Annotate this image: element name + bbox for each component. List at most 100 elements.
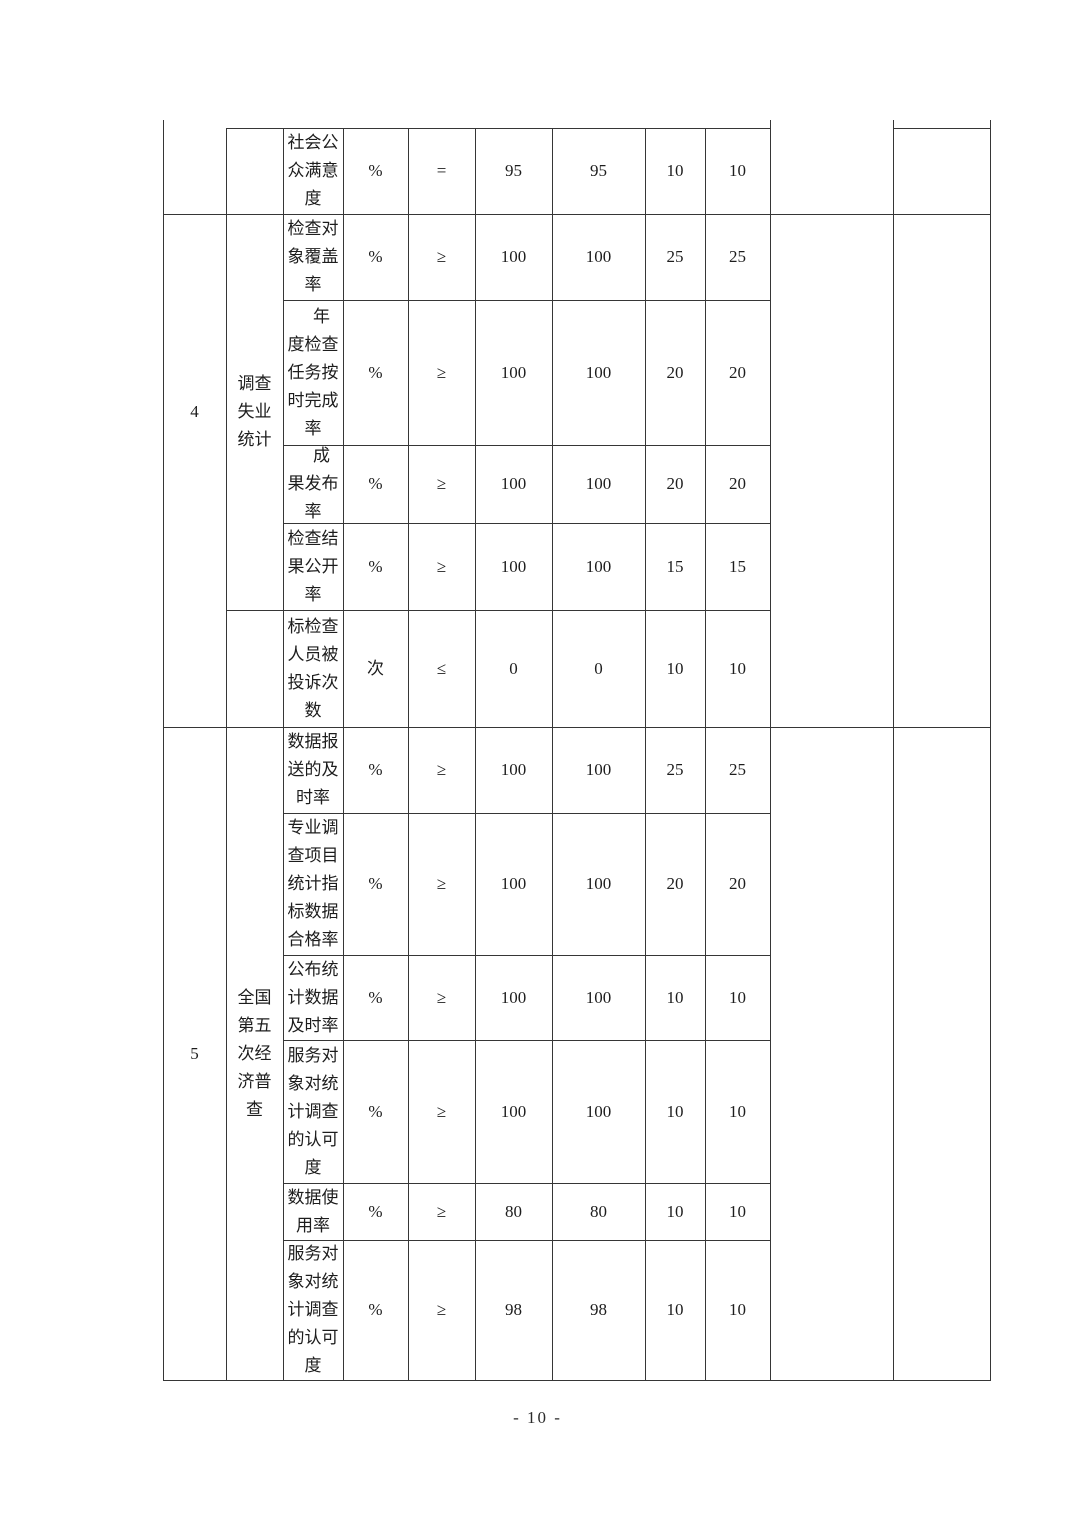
comparison-operator-cell: ≥	[436, 987, 447, 1007]
cell-text-line: 服务对	[287, 1045, 339, 1065]
cell-text-line: 率	[304, 418, 322, 438]
weight-score-cell: 20	[666, 874, 684, 893]
cell-text-line: 人员被	[287, 644, 339, 664]
table-horizontal-line	[283, 300, 771, 301]
cell-text-line: 合格率	[287, 930, 339, 949]
target-value-cell: 100	[500, 874, 527, 893]
actual-value-cell: 98	[590, 1300, 607, 1319]
cell-text-line: 年	[296, 306, 330, 326]
unit-cell: %	[368, 362, 383, 382]
weight-score-cell: 10	[666, 987, 684, 1007]
table-vertical-line	[283, 128, 284, 1381]
table-horizontal-line	[283, 955, 771, 956]
comparison-operator-cell: ≥	[436, 760, 447, 779]
table-horizontal-line	[283, 1183, 771, 1184]
cell-text-line: 查项目	[287, 846, 339, 865]
project-name-cell: 全国 第五 次经 济普查	[226, 727, 283, 1380]
table-vertical-line	[226, 128, 227, 1381]
section-number-cell: 4	[190, 402, 199, 421]
unit-cell: %	[368, 760, 383, 779]
indicator-name-cell: 数据使 用率	[283, 1183, 343, 1240]
cell-text-line: 时完成	[287, 390, 339, 410]
actual-value-cell: 100	[585, 987, 612, 1007]
cell-text-line: 社会公	[287, 133, 339, 152]
evaluation-score-cell: 10	[729, 161, 746, 180]
cell-text-line: 标数据	[287, 902, 339, 921]
weight-score-cell: 10	[666, 1201, 684, 1221]
target-value-cell: 100	[500, 987, 527, 1007]
page-number: - 10 -	[513, 1408, 562, 1427]
cell-text-line: 专业调	[287, 818, 339, 837]
cell-text-line: 计调查	[287, 1300, 339, 1319]
unit-cell: %	[368, 474, 383, 493]
table-vertical-line	[893, 120, 894, 1381]
weight-score-cell: 25	[666, 247, 684, 266]
cell-text-line: 度	[304, 1356, 322, 1375]
evaluation-score-cell: 20	[729, 362, 746, 382]
comparison-operator-cell: ≥	[436, 362, 447, 382]
unit-cell: %	[368, 1300, 383, 1319]
cell-text-line: 度	[304, 189, 322, 208]
comparison-operator-cell: ≥	[436, 247, 447, 266]
unit-cell: %	[368, 987, 383, 1007]
table-horizontal-line	[283, 445, 771, 446]
cell-text-line: 数	[304, 700, 322, 720]
cell-text-line: 第五	[237, 1015, 272, 1035]
indicator-name-cell: 检查对 象覆盖率	[283, 214, 343, 300]
actual-value-cell: 95	[590, 161, 607, 180]
table-horizontal-line	[226, 128, 771, 129]
cell-text-line: 标检查	[287, 616, 339, 636]
cell-text-line: 果公开	[287, 556, 339, 576]
cell-text-line: 的认可	[287, 1129, 339, 1149]
cell-text-line: 检查对	[287, 219, 339, 238]
weight-score-cell: 20	[666, 474, 684, 493]
indicator-name-cell: 标检查 人员被 投诉次数	[283, 610, 343, 727]
table-horizontal-line	[163, 727, 991, 728]
actual-value-cell: 0	[594, 658, 603, 678]
table-horizontal-line	[283, 1240, 771, 1241]
weight-score-cell: 10	[666, 1101, 684, 1121]
unit-cell: %	[368, 874, 383, 893]
indicator-name-cell: 年度检查 任务按 时完成率	[283, 300, 343, 445]
comparison-operator-cell: ≥	[436, 1101, 447, 1121]
table-horizontal-line	[283, 1040, 771, 1041]
cell-text-line: 的认可	[287, 1328, 339, 1347]
cell-text-line: 时率	[296, 788, 330, 807]
cell-text-line: 调查	[237, 374, 272, 393]
indicator-name-cell: 社会公 众满意度	[283, 128, 343, 214]
cell-text-line: 率	[304, 584, 322, 604]
target-value-cell: 100	[500, 362, 527, 382]
cell-text-line: 数据使	[287, 1187, 339, 1207]
actual-value-cell: 100	[585, 556, 612, 576]
weight-score-cell: 10	[666, 161, 684, 180]
evaluation-score-cell: 15	[729, 556, 746, 576]
cell-text-line: 检查结	[287, 528, 339, 548]
table-vertical-line	[705, 128, 706, 1381]
cell-text-line: 次经	[237, 1043, 272, 1063]
table-vertical-line	[163, 120, 164, 1381]
target-value-cell: 100	[500, 474, 527, 493]
evaluation-score-cell: 10	[729, 987, 746, 1007]
weight-score-cell: 10	[666, 658, 684, 678]
target-value-cell: 100	[500, 760, 527, 779]
table-vertical-line	[990, 120, 991, 1381]
comparison-operator-cell: ≥	[436, 874, 447, 893]
indicator-name-cell: 公布统 计数据 及时率	[283, 955, 343, 1040]
table-horizontal-line	[226, 610, 771, 611]
cell-text-line: 度	[304, 1157, 322, 1177]
unit-cell: %	[368, 1101, 383, 1121]
cell-text-line: 象对统	[287, 1073, 339, 1093]
cell-text-line: 度检查	[287, 334, 339, 354]
unit-cell: 次	[367, 658, 384, 678]
indicator-name-cell: 成果发布率	[283, 445, 343, 523]
cell-text-line: 成	[296, 446, 330, 465]
actual-value-cell: 100	[585, 760, 612, 779]
comparison-operator-cell: =	[436, 161, 447, 180]
comparison-operator-cell: ≥	[436, 1201, 447, 1221]
table-vertical-line	[770, 120, 771, 1381]
project-name-cell: 调查 失业 统计	[226, 214, 283, 610]
unit-cell: %	[368, 1201, 383, 1221]
actual-value-cell: 100	[585, 1101, 612, 1121]
weight-score-cell: 10	[666, 1300, 684, 1319]
